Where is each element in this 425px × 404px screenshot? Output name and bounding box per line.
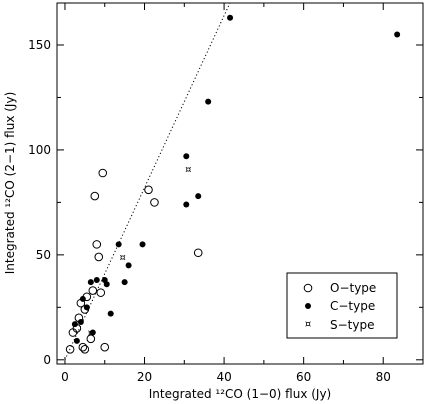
c-type-point bbox=[195, 193, 202, 200]
o-type-point bbox=[65, 345, 75, 354]
c-type-point bbox=[77, 319, 84, 326]
legend-o-type-label: O−type bbox=[330, 281, 376, 295]
x-tick-label: 20 bbox=[137, 370, 152, 384]
o-type-point bbox=[78, 342, 88, 352]
c-type-point bbox=[183, 201, 190, 208]
y-axis-label: Integrated ¹²CO (2−1) flux (Jy) bbox=[3, 92, 17, 275]
y-tick-label: 100 bbox=[28, 143, 51, 157]
o-type-point bbox=[90, 191, 100, 201]
c-type-point bbox=[205, 98, 212, 105]
o-type-point bbox=[144, 185, 153, 195]
c-type-point bbox=[79, 295, 86, 302]
s-type-point: ¤ bbox=[185, 164, 191, 175]
legend-c-type-marker bbox=[305, 303, 311, 309]
c-type-point bbox=[394, 31, 401, 38]
c-type-point bbox=[121, 279, 128, 286]
c-type-point bbox=[71, 321, 78, 328]
o-type-point bbox=[94, 252, 104, 262]
plot-frame bbox=[56, 2, 424, 365]
c-type-point bbox=[125, 262, 132, 269]
legend-s-type-marker: ¤ bbox=[305, 319, 311, 330]
o-type-point bbox=[98, 168, 108, 178]
c-type-point bbox=[103, 281, 110, 288]
fit-line-group bbox=[64, 3, 231, 361]
c-type-point bbox=[87, 279, 94, 286]
s-type-point: ¤ bbox=[88, 328, 94, 339]
x-tick-label: 80 bbox=[376, 370, 391, 384]
o-type-point bbox=[100, 342, 110, 352]
c-type-point bbox=[83, 304, 90, 311]
o-type-point bbox=[92, 240, 102, 249]
x-tick-label: 40 bbox=[216, 370, 231, 384]
o-type-point bbox=[86, 334, 96, 344]
x-axis-label: Integrated ¹²CO (1−0) flux (Jy) bbox=[149, 387, 332, 401]
c-type-point bbox=[227, 14, 234, 21]
legend: O−type C−type ¤ S−type bbox=[286, 272, 398, 339]
legend-s-type-label: S−type bbox=[330, 318, 374, 332]
o-type-point bbox=[88, 286, 98, 295]
data-points: ¤ ¤ ¤ bbox=[65, 14, 401, 354]
o-type-point bbox=[80, 345, 90, 354]
o-type-point bbox=[96, 288, 106, 297]
y-tick-label: 50 bbox=[36, 248, 51, 262]
o-type-point bbox=[193, 248, 203, 258]
c-type-point bbox=[93, 277, 100, 284]
legend-o-type-marker bbox=[303, 283, 313, 293]
x-tick-label: 0 bbox=[61, 370, 69, 384]
c-type-point bbox=[115, 241, 122, 248]
fit-line bbox=[64, 3, 231, 361]
legend-c-type-label: C−type bbox=[330, 299, 375, 313]
axis-ticks: 0 20 40 60 80 0 50 100 150 bbox=[28, 3, 423, 384]
c-type-point bbox=[73, 337, 80, 344]
y-tick-label: 150 bbox=[28, 38, 51, 52]
c-type-point bbox=[107, 310, 114, 317]
o-type-point bbox=[150, 198, 159, 207]
s-type-point: ¤ bbox=[119, 252, 125, 263]
y-tick-label: 0 bbox=[43, 353, 51, 367]
c-type-point bbox=[183, 153, 190, 160]
c-type-point bbox=[139, 241, 146, 248]
c-type-point bbox=[89, 329, 96, 336]
x-tick-label: 60 bbox=[296, 370, 311, 384]
